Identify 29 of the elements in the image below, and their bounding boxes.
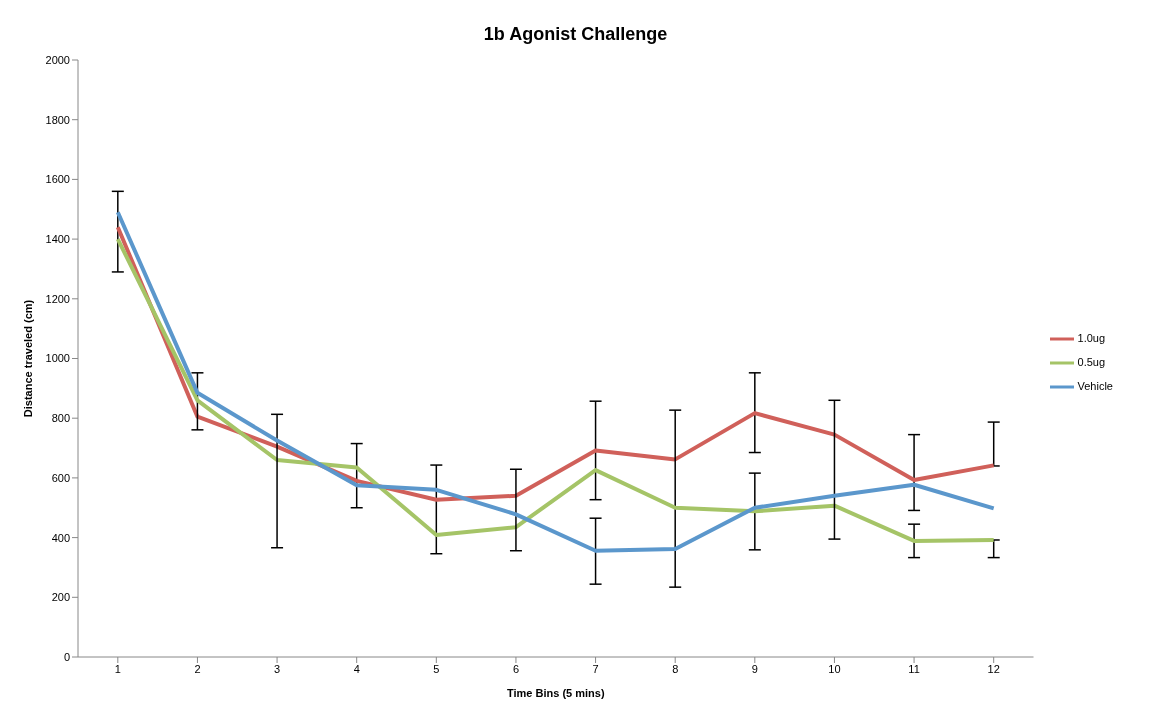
x-tick-label: 3 xyxy=(274,662,281,675)
y-tick-label: 200 xyxy=(51,591,70,604)
x-tick-label: 12 xyxy=(987,662,1000,675)
legend-label: Vehicle xyxy=(1077,379,1113,392)
legend-label: 0.5ug xyxy=(1077,355,1106,368)
y-tick-label: 1600 xyxy=(45,173,70,186)
x-tick-label: 9 xyxy=(751,662,758,675)
x-tick-label: 4 xyxy=(353,662,360,675)
legend-label: 1.0ug xyxy=(1077,331,1106,344)
x-tick-label: 10 xyxy=(828,662,841,675)
chart-title: 1b Agonist Challenge xyxy=(482,24,669,45)
x-tick-label: 1 xyxy=(114,662,121,675)
x-tick-label: 2 xyxy=(194,662,201,675)
x-tick-label: 7 xyxy=(592,662,599,675)
y-tick-label: 2000 xyxy=(45,53,70,66)
x-tick-label: 5 xyxy=(433,662,440,675)
y-tick-label: 800 xyxy=(51,412,70,425)
y-tick-label: 1400 xyxy=(45,233,70,246)
y-tick-label: 1000 xyxy=(45,352,70,365)
y-axis-title: Distance traveled (cm) xyxy=(21,299,34,418)
y-tick-label: 0 xyxy=(63,650,70,663)
y-tick-label: 1200 xyxy=(45,292,70,305)
x-tick-label: 8 xyxy=(672,662,679,675)
x-tick-label: 11 xyxy=(908,662,920,675)
y-tick-label: 600 xyxy=(51,471,70,484)
y-tick-label: 400 xyxy=(51,531,70,544)
x-axis-title: Time Bins (5 mins) xyxy=(506,687,605,699)
x-tick-label: 6 xyxy=(512,662,520,675)
y-tick-label: 1800 xyxy=(45,113,70,126)
